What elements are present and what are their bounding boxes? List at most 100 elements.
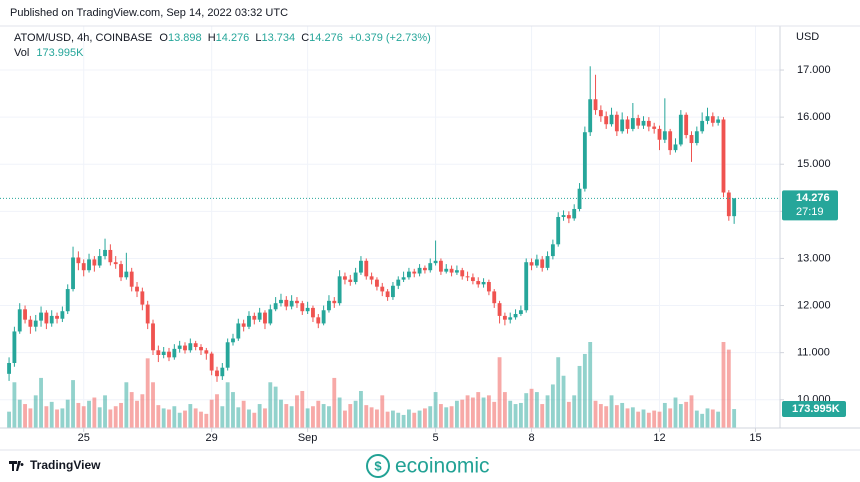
volume-bar [183, 410, 187, 428]
x-tick-label: Sep [298, 432, 318, 444]
candle-body [241, 323, 246, 327]
volume-bar [225, 382, 230, 428]
volume-bar [268, 382, 273, 428]
volume-bar [284, 404, 289, 428]
volume-bar [428, 406, 433, 428]
candle-body [268, 309, 273, 324]
candle-body [684, 114, 689, 136]
candle-body [81, 263, 86, 271]
volume-bar [582, 353, 587, 428]
candle-body [513, 314, 518, 318]
volume-bar [449, 406, 454, 428]
candle-body [364, 260, 369, 277]
volume-bar [726, 349, 731, 428]
candle-body [257, 312, 262, 320]
volume-bar [156, 405, 161, 428]
volume-bar [385, 411, 390, 428]
candle-body [545, 256, 550, 268]
volume-bar [556, 357, 561, 428]
volume-bar [87, 400, 91, 428]
candle-body [353, 272, 358, 282]
candle-body [534, 259, 539, 266]
candle-body [726, 192, 731, 217]
volume-bar [92, 397, 97, 428]
candle-body [209, 353, 214, 371]
candle-body [732, 198, 737, 217]
candle-body [561, 215, 566, 217]
y-tick-label: 17.000 [797, 64, 831, 76]
volume-bar [476, 392, 481, 428]
candle-body [327, 300, 331, 311]
candle-body [236, 323, 241, 339]
volume-bar [76, 402, 81, 428]
volume-bar [412, 412, 417, 428]
candle-body [572, 208, 577, 219]
candle-body [300, 303, 305, 312]
volume-bar [199, 411, 203, 428]
candle-body [124, 271, 129, 278]
volume-bar [630, 407, 635, 428]
volume-bar [97, 407, 102, 428]
candle-body [417, 267, 422, 274]
y-tick-label: 16.000 [797, 111, 831, 123]
candle-body [247, 315, 251, 327]
volume-bar [7, 411, 11, 428]
candle-body [220, 367, 225, 377]
candle-body [321, 310, 326, 324]
candle-body [65, 289, 70, 312]
candle-body [33, 320, 38, 327]
volume-bar [486, 395, 491, 428]
volume-bar [327, 406, 331, 428]
candle-body [460, 270, 465, 277]
candle-body [204, 350, 209, 354]
y-tick-label: 13.000 [797, 252, 831, 264]
candle-body [694, 131, 699, 144]
volume-bar [337, 397, 342, 428]
watermark-icon [366, 454, 390, 478]
volume-bar [513, 404, 518, 428]
candle-body [97, 256, 102, 266]
candle-body [225, 342, 230, 368]
volume-bar [710, 409, 715, 428]
candle-body [636, 118, 641, 126]
candle-body [311, 307, 315, 318]
volume-bar [545, 395, 550, 428]
y-tick-label: 12.000 [797, 299, 831, 311]
volume-bar [71, 380, 75, 428]
volume-legend: Vol 173.995K [14, 47, 84, 59]
volume-bar [161, 408, 166, 428]
candle-body [614, 114, 619, 132]
volume-bar [60, 408, 65, 428]
volume-bars [7, 342, 737, 428]
candle-body [183, 345, 187, 351]
x-tick-label: 15 [749, 432, 761, 444]
volume-bar [231, 392, 235, 428]
candle-body [252, 315, 257, 320]
published-note: Published on TradingView.com, Sep 14, 20… [10, 7, 288, 19]
watermark-text: ecoinomic [395, 455, 490, 478]
volume-bar [343, 410, 347, 428]
candle-body [401, 277, 406, 280]
legend: ATOM/USD, 4h, COINBASE O13.898 H14.276 L… [14, 32, 431, 44]
volume-bar [44, 406, 49, 428]
candle-body [44, 312, 49, 324]
candle-body [673, 144, 678, 151]
candle-body [476, 281, 481, 285]
change: +0.379 (+2.73%) [349, 32, 431, 44]
volume-bar [662, 402, 667, 428]
candle-body [135, 286, 139, 292]
volume-bar [636, 411, 641, 428]
candle-body [481, 281, 486, 285]
candle-body [652, 126, 657, 129]
candle-body [721, 119, 726, 193]
volume-bar [678, 404, 683, 428]
volume-bar [247, 409, 251, 428]
candle-body [566, 215, 571, 219]
volume-bar [684, 401, 689, 428]
volume-bar [497, 357, 502, 428]
volume-bar [620, 402, 625, 428]
volume-bar [188, 404, 193, 428]
volume-bar [140, 394, 145, 428]
candle-body [700, 120, 705, 132]
candle-body [231, 338, 235, 343]
